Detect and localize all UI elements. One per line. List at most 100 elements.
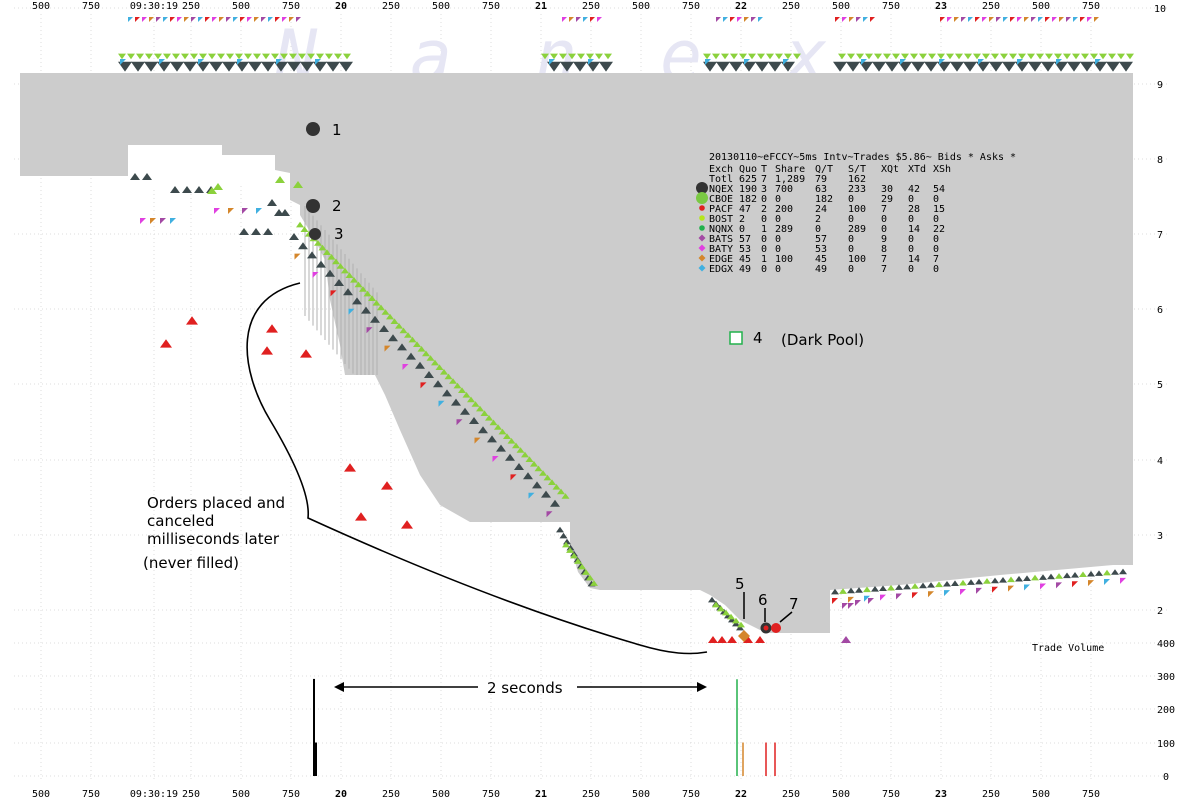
x-tick-top-label: 250 [782, 1, 800, 12]
venue-quote-stair [402, 364, 409, 370]
top-venue-quote [1094, 17, 1099, 22]
legend-row-cell: 0 [848, 244, 854, 255]
top-venue-quote [751, 17, 756, 22]
bid-quote-top [577, 53, 585, 60]
x-tick-bottom-label: 500 [1032, 789, 1050, 800]
ask-quote-top [300, 61, 314, 72]
legend-total-cell: 162 [848, 174, 866, 185]
edgx-quote [939, 59, 945, 65]
bid-quote-stair [318, 244, 327, 251]
legend-row-cell: 182 [815, 194, 833, 205]
ask-quote-stair [496, 444, 506, 452]
bid-quote-top [541, 53, 549, 60]
bid-quote-top [262, 53, 270, 60]
arrowhead-right [697, 682, 707, 692]
edgx-quote [1017, 59, 1023, 65]
annotation-3: 3 [334, 225, 344, 243]
bid-quote-top [604, 53, 612, 60]
top-venue-quote [1017, 17, 1022, 22]
ask-quote-top [924, 61, 938, 72]
trade-volume-label: Trade Volume [1032, 643, 1104, 654]
y-tick-label: 9 [1157, 80, 1163, 91]
legend-row-cell: 54 [933, 184, 945, 195]
bid-quote-bottom [1087, 570, 1095, 577]
ask-quote [267, 199, 277, 206]
legend-row-cell: 9 [881, 234, 887, 245]
bid-quote-top [712, 53, 720, 60]
top-venue-quote [254, 17, 259, 22]
x-tick-bottom-label: 22 [735, 789, 747, 800]
canceled-order [355, 512, 367, 521]
x-tick-bottom-label: 500 [432, 789, 450, 800]
bid-quote-top [244, 53, 252, 60]
bid-quote-top [1099, 53, 1107, 60]
edgx-quote [861, 59, 867, 65]
legend-row-cell: 289 [775, 224, 793, 235]
x-axis-top: 500 750 09:30:19 250 500 750 20 250 500 750 21 250 5… [32, 1, 1100, 12]
bid-quote-bottom [1119, 568, 1127, 575]
ask-quote [251, 228, 261, 235]
top-venue-quote [996, 17, 1001, 22]
bid-quote-stair2 [562, 541, 570, 548]
ask-quote-stair [478, 426, 488, 434]
top-venue-quote [198, 17, 203, 22]
ask-quote-stair [361, 306, 371, 314]
bid-quote-stair [359, 286, 367, 292]
legend-marker [698, 244, 706, 252]
legend-row-cell: 0 [848, 264, 854, 275]
bid-quote-top [874, 53, 882, 60]
bid-quote-bottom [959, 579, 967, 586]
bid-quote-top [1090, 53, 1098, 60]
bid-quote-stair [530, 461, 538, 467]
legend-row-cell: 0 [761, 244, 767, 255]
legend-row-cell: 47 [739, 204, 751, 215]
top-venue-quote [758, 17, 763, 22]
bats-quote [848, 603, 854, 609]
legend-row-cell: 22 [933, 224, 945, 235]
ask-quote-top [1041, 61, 1055, 72]
bid-quote-top [316, 53, 324, 60]
venue-quote-bottom [1056, 582, 1062, 589]
top-venue-quote [163, 17, 168, 22]
top-venue-quote [597, 17, 602, 22]
bid-quote-top [298, 53, 306, 60]
x-tick-top-label: 20 [335, 1, 347, 12]
bid-quote-stair [494, 424, 502, 430]
x-tick-top-label: 750 [82, 1, 100, 12]
bid-quote-top [343, 53, 351, 60]
ask-quote-top [716, 61, 730, 72]
legend-row-cell: 0 [761, 264, 767, 275]
ask-quote [263, 228, 273, 235]
top-venue-quote [870, 17, 875, 22]
bid-quote-top [739, 53, 747, 60]
bid-quote-stair [444, 373, 453, 380]
legend-header-cell: T [761, 164, 767, 175]
x-tick-bottom-label: 20 [335, 789, 347, 800]
ask-quote-stair [532, 481, 542, 489]
x-tick-top-label: 500 [32, 1, 50, 12]
x-tick-top-label: 500 [232, 1, 250, 12]
bid-quote-top [892, 53, 900, 60]
bid-quote-top [901, 53, 909, 60]
trade-6-core [763, 625, 769, 631]
orders-note-line1: Orders placed and [147, 494, 285, 512]
edgx-quote [198, 59, 204, 65]
ask-quote-stair [406, 352, 416, 360]
bid-quote-top [226, 53, 234, 60]
bid-quote-top [793, 53, 801, 60]
bid-quote-stair [350, 277, 358, 283]
volume-tick-label: 300 [1157, 672, 1175, 683]
x-tick-top-label: 500 [632, 1, 650, 12]
legend-row-cell: 190 [739, 184, 757, 195]
ask-quote-top [144, 61, 158, 72]
bats-quote [855, 600, 861, 606]
legend-header-cell: Exch [709, 164, 733, 175]
venue-quote-stair [384, 345, 391, 352]
legend-row-cell: 15 [933, 204, 945, 215]
legend-row-cell: 14 [908, 224, 920, 235]
legend-row-cell: NQNX [709, 224, 733, 235]
ask-quote-top [560, 61, 574, 72]
venue-quote-bottom [992, 586, 998, 593]
orders-note-line4: (never filled) [143, 554, 239, 572]
bats-quote [841, 636, 851, 643]
